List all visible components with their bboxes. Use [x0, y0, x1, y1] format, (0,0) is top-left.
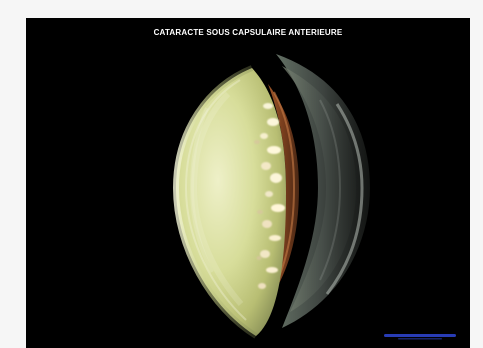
opaque-lens-disc — [172, 65, 286, 339]
watermark-logo — [384, 334, 456, 340]
back-capsule-shell — [276, 54, 370, 328]
slide: CATARACTE SOUS CAPSULAIRE ANTERIEURE — [26, 18, 470, 348]
reflection-highlights — [189, 99, 342, 281]
brown-nucleus-layer — [268, 84, 299, 296]
slide-title: CATARACTE SOUS CAPSULAIRE ANTERIEURE — [153, 28, 343, 37]
lens-illustration — [172, 54, 370, 339]
cataract-opacities — [254, 103, 285, 289]
